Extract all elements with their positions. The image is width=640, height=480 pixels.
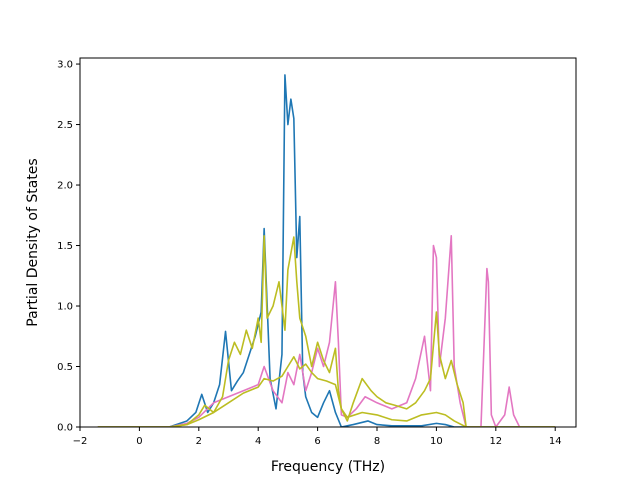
series-group (97, 74, 556, 427)
x-tick-label: 8 (374, 436, 380, 447)
x-tick-label: −2 (73, 436, 88, 447)
y-tick-label: 1.5 (57, 241, 73, 252)
plot-background (80, 58, 576, 427)
axes-frame (79, 57, 577, 428)
plot-area (80, 58, 576, 427)
x-axis-label: Frequency (THz) (271, 459, 385, 475)
y-axis-label: Partial Density of States (25, 158, 41, 326)
series-line-2 (97, 235, 556, 427)
x-tick-label: 12 (489, 436, 502, 447)
y-tick-label: 2.0 (57, 181, 73, 192)
y-tick-label: 0.0 (57, 423, 73, 434)
series-line-3 (97, 235, 556, 427)
axes: −2 0 2 4 6 8 10 12 14 0.0 0.5 1.0 1.5 2.0 2.5 3.0 (57, 57, 577, 447)
y-tick-label: 3.0 (57, 60, 73, 71)
y-tick-label: 1.0 (57, 302, 73, 313)
x-tick-label: 14 (549, 436, 562, 447)
y-tick-label: 2.5 (57, 120, 73, 131)
series-line-1 (97, 74, 556, 427)
y-tick-label: 0.5 (57, 362, 73, 373)
x-tick-label: 10 (430, 436, 443, 447)
series-line-4 (97, 356, 556, 427)
x-tick-label: 4 (255, 436, 261, 447)
x-tick-label: 6 (314, 436, 320, 447)
x-tick-label: 2 (196, 436, 202, 447)
x-tick-label: 0 (136, 436, 142, 447)
